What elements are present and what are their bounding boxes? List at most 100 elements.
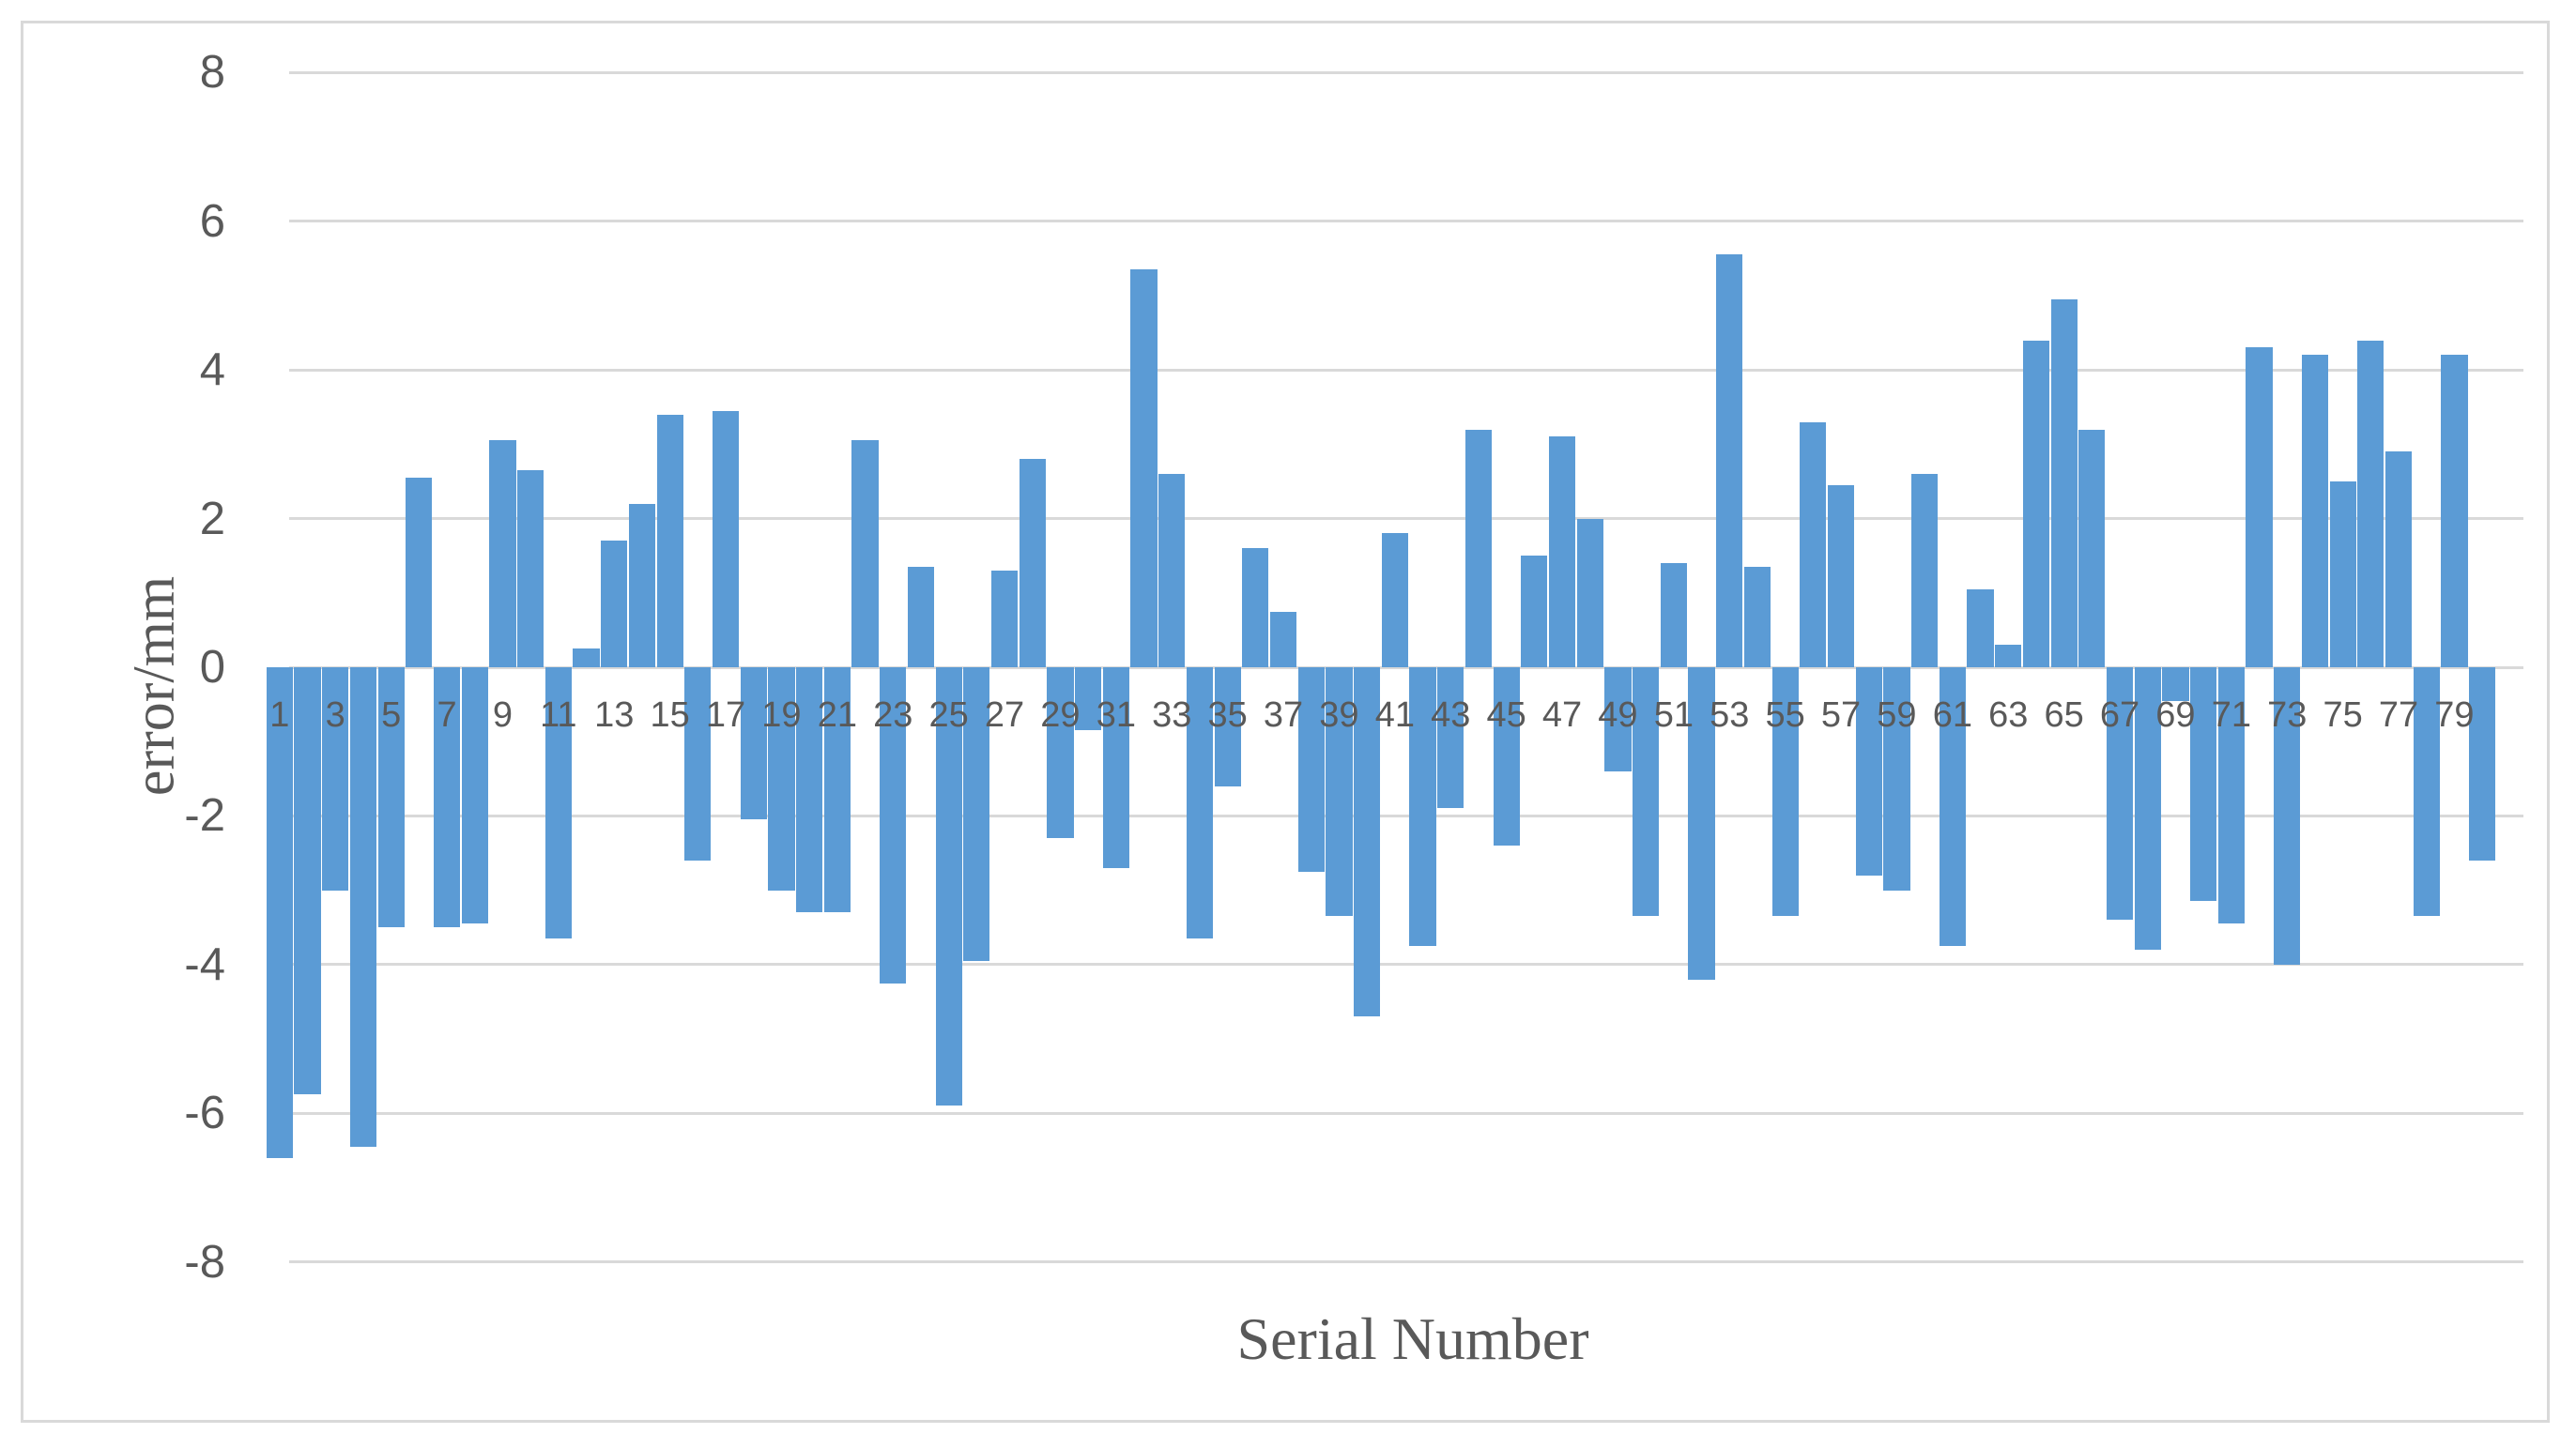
bar-serial-51	[1660, 563, 1687, 667]
bar-serial-35	[1214, 667, 1241, 786]
x-tick-label-11: 11	[540, 695, 577, 735]
bar-serial-45	[1493, 667, 1520, 847]
bar-serial-12	[573, 648, 600, 667]
x-tick-label-45: 45	[1486, 695, 1526, 735]
x-tick-label-27: 27	[984, 695, 1025, 735]
bar-serial-4	[349, 667, 377, 1147]
bar-serial-77	[2384, 451, 2413, 667]
y-tick-label-4: 4	[199, 344, 225, 396]
bar-serial-67	[2106, 667, 2134, 921]
x-tick-label-25: 25	[928, 695, 969, 735]
bar-serial-50	[1633, 667, 1660, 917]
bar-serial-2	[294, 667, 321, 1095]
x-tick-label-35: 35	[1207, 695, 1248, 735]
y-axis-title: error/mm	[122, 575, 187, 797]
x-tick-label-43: 43	[1431, 695, 1471, 735]
bar-serial-52	[1688, 667, 1715, 980]
bar-serial-76	[2357, 340, 2384, 667]
x-tick-label-51: 51	[1653, 695, 1694, 735]
bar-serial-40	[1354, 667, 1381, 1017]
bar-serial-28	[1019, 459, 1046, 667]
x-tick-label-19: 19	[761, 695, 802, 735]
x-tick-label-13: 13	[594, 695, 635, 735]
bar-serial-22	[851, 440, 879, 667]
x-tick-label-41: 41	[1374, 695, 1415, 735]
x-axis-title: Serial Number	[1236, 1305, 1589, 1372]
x-tick-label-57: 57	[1820, 695, 1862, 735]
gridline-y-8	[289, 70, 2523, 74]
bar-serial-16	[684, 667, 712, 861]
bar-serial-30	[1075, 667, 1102, 731]
y-tick-label-8: 8	[199, 47, 225, 99]
bar-serial-17	[712, 410, 740, 667]
bar-serial-41	[1381, 533, 1408, 667]
x-tick-label-37: 37	[1263, 695, 1304, 735]
bar-serial-20	[796, 667, 823, 913]
x-tick-label-39: 39	[1319, 695, 1359, 735]
bar-serial-19	[768, 667, 795, 891]
bar-serial-38	[1297, 667, 1325, 872]
x-tick-label-63: 63	[1988, 695, 2029, 735]
bar-serial-61	[1939, 667, 1966, 946]
bar-serial-74	[2301, 355, 2329, 667]
bar-serial-23	[880, 667, 907, 984]
bar-serial-80	[2469, 667, 2496, 861]
bar-serial-72	[2246, 347, 2273, 667]
gridline-y-6	[289, 220, 2523, 223]
gridline-y-2	[289, 517, 2523, 521]
bar-serial-27	[990, 571, 1019, 667]
bar-serial-25	[935, 667, 962, 1106]
bar-serial-43	[1437, 667, 1464, 809]
x-tick-label-3: 3	[325, 695, 345, 735]
y-tick-label--4: -4	[184, 938, 225, 990]
bar-serial-58	[1855, 667, 1882, 876]
bar-serial-78	[2413, 667, 2440, 917]
x-tick-label-79: 79	[2434, 695, 2475, 735]
bar-serial-32	[1130, 269, 1158, 667]
x-tick-label-15: 15	[650, 695, 690, 735]
gridline-y-0	[289, 665, 2523, 669]
bar-serial-56	[1800, 421, 1827, 667]
x-tick-label-9: 9	[492, 695, 514, 735]
x-tick-label-53: 53	[1710, 695, 1750, 735]
x-tick-label-71: 71	[2211, 695, 2251, 735]
gridline-y--8	[289, 1260, 2523, 1264]
y-tick-label--8: -8	[184, 1236, 225, 1288]
bar-serial-18	[740, 667, 767, 820]
bar-serial-21	[823, 667, 851, 913]
y-tick-label-0: 0	[199, 642, 225, 693]
bar-serial-37	[1269, 611, 1297, 667]
x-tick-label-49: 49	[1598, 695, 1638, 735]
bar-serial-71	[2217, 667, 2245, 924]
x-tick-label-23: 23	[873, 695, 913, 735]
bar-serial-63	[1995, 645, 2022, 667]
bar-serial-62	[1967, 588, 1994, 667]
x-tick-label-61: 61	[1932, 695, 1972, 735]
bar-serial-49	[1604, 667, 1632, 771]
x-tick-label-75: 75	[2323, 695, 2363, 735]
bar-serial-14	[628, 503, 656, 667]
x-tick-label-31: 31	[1096, 695, 1136, 735]
x-tick-label-1: 1	[269, 695, 290, 735]
bar-serial-79	[2441, 355, 2468, 667]
bar-serial-10	[517, 470, 544, 667]
bar-serial-73	[2274, 667, 2301, 965]
bar-serial-47	[1548, 436, 1576, 667]
bar-serial-13	[601, 541, 628, 667]
bar-serial-46	[1521, 556, 1548, 667]
x-tick-label-55: 55	[1765, 695, 1805, 735]
x-tick-label-47: 47	[1541, 695, 1583, 735]
bar-serial-3	[322, 667, 349, 891]
y-tick-label-6: 6	[199, 195, 225, 247]
bar-serial-48	[1576, 518, 1603, 667]
bar-serial-65	[2050, 298, 2078, 667]
bar-serial-8	[461, 667, 488, 924]
bar-serial-11	[544, 667, 572, 939]
bar-serial-53	[1716, 254, 1743, 667]
y-tick-label--2: -2	[184, 790, 225, 842]
bar-serial-60	[1911, 474, 1939, 667]
chart-frame: 8 6 4 2 0 -2 -4 -6 -8 1 3 5 7 9 11 13 15 17 19 21 23 25 27 29 3…	[21, 21, 2550, 1423]
bar-serial-5	[377, 667, 405, 928]
bar-serial-1	[266, 667, 293, 1158]
